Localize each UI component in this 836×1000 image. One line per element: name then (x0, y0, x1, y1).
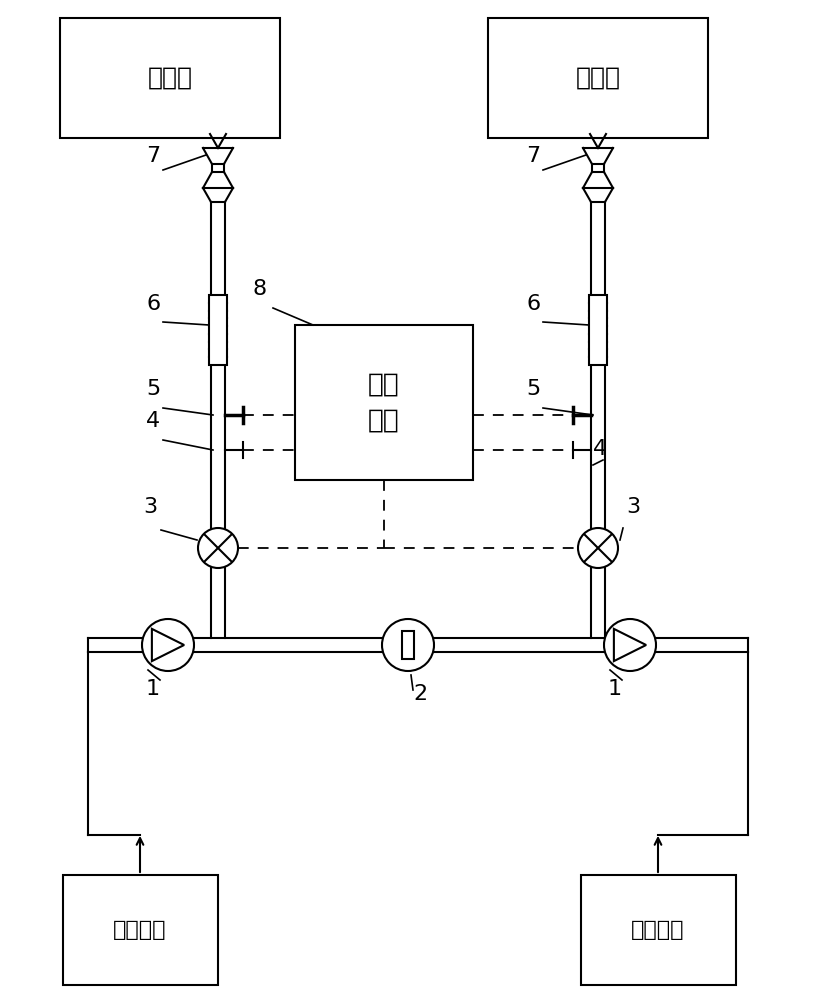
Text: 3: 3 (143, 497, 157, 517)
Text: 5: 5 (526, 379, 540, 399)
Circle shape (142, 619, 194, 671)
Text: 气源系统: 气源系统 (113, 920, 166, 940)
Text: 装置: 装置 (368, 408, 400, 434)
Text: 7: 7 (146, 146, 161, 166)
Circle shape (579, 529, 617, 567)
Bar (209, 295, 227, 365)
Text: 1: 1 (608, 679, 622, 699)
Text: 3: 3 (626, 497, 640, 517)
Circle shape (604, 619, 656, 671)
Text: 8: 8 (253, 279, 268, 299)
Text: 2: 2 (413, 684, 427, 704)
Text: 6: 6 (146, 294, 161, 314)
Bar (60, 18, 280, 138)
Ellipse shape (382, 619, 434, 671)
Text: 7: 7 (526, 146, 540, 166)
Polygon shape (614, 629, 646, 661)
Circle shape (604, 619, 656, 671)
Circle shape (578, 528, 618, 568)
Polygon shape (152, 629, 184, 661)
Text: 1: 1 (146, 679, 161, 699)
Text: 4: 4 (593, 439, 607, 459)
Text: 6: 6 (526, 294, 540, 314)
Text: 控制: 控制 (368, 371, 400, 397)
Bar (402, 631, 414, 659)
Bar (63, 875, 217, 985)
Bar (589, 295, 607, 365)
Text: 5: 5 (146, 379, 161, 399)
Bar (209, 295, 227, 365)
Circle shape (199, 529, 237, 567)
Circle shape (142, 619, 194, 671)
Text: 气源系统: 气源系统 (631, 920, 685, 940)
Ellipse shape (382, 619, 434, 671)
Bar (580, 875, 736, 985)
Circle shape (198, 528, 238, 568)
Bar (488, 18, 708, 138)
Text: 4: 4 (146, 411, 161, 431)
Bar (295, 325, 473, 480)
Text: 左风挡: 左风挡 (147, 66, 192, 90)
Bar (589, 295, 607, 365)
Text: 右风挡: 右风挡 (575, 66, 620, 90)
